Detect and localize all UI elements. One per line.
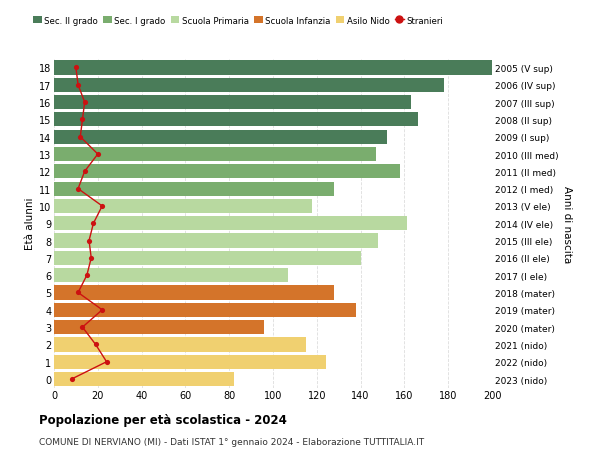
Point <box>71 65 81 72</box>
Bar <box>54 372 233 386</box>
Bar <box>54 286 334 300</box>
Point <box>76 134 85 141</box>
Point <box>91 341 100 348</box>
Bar <box>54 96 411 110</box>
Bar <box>54 182 334 196</box>
Text: Popolazione per età scolastica - 2024: Popolazione per età scolastica - 2024 <box>39 413 287 426</box>
Bar <box>54 113 418 127</box>
Point <box>82 272 92 279</box>
Point <box>97 307 107 314</box>
Point <box>84 237 94 245</box>
Text: COMUNE DI NERVIANO (MI) - Dati ISTAT 1° gennaio 2024 - Elaborazione TUTTITALIA.I: COMUNE DI NERVIANO (MI) - Dati ISTAT 1° … <box>39 437 424 446</box>
Point <box>80 99 89 106</box>
Bar <box>54 251 361 265</box>
Bar <box>54 355 326 369</box>
Bar <box>54 337 306 352</box>
Point <box>67 375 76 383</box>
Point <box>80 168 89 176</box>
Y-axis label: Anni di nascita: Anni di nascita <box>562 185 572 262</box>
Point <box>86 255 96 262</box>
Bar <box>54 78 444 93</box>
Bar <box>54 217 407 231</box>
Point <box>97 203 107 210</box>
Bar <box>54 199 313 213</box>
Point <box>89 220 98 228</box>
Bar <box>54 130 387 145</box>
Point <box>77 117 87 124</box>
Legend: Sec. II grado, Sec. I grado, Scuola Primaria, Scuola Infanzia, Asilo Nido, Stran: Sec. II grado, Sec. I grado, Scuola Prim… <box>29 13 446 29</box>
Bar <box>54 269 289 283</box>
Point <box>73 82 83 89</box>
Bar <box>54 148 376 162</box>
Bar <box>54 61 503 75</box>
Bar <box>54 234 378 248</box>
Bar <box>54 165 400 179</box>
Point <box>73 289 83 297</box>
Point <box>93 151 103 158</box>
Point <box>77 324 87 331</box>
Point <box>102 358 112 366</box>
Bar <box>54 303 356 317</box>
Point <box>73 185 83 193</box>
Bar <box>54 320 264 335</box>
Y-axis label: Età alunni: Età alunni <box>25 197 35 250</box>
